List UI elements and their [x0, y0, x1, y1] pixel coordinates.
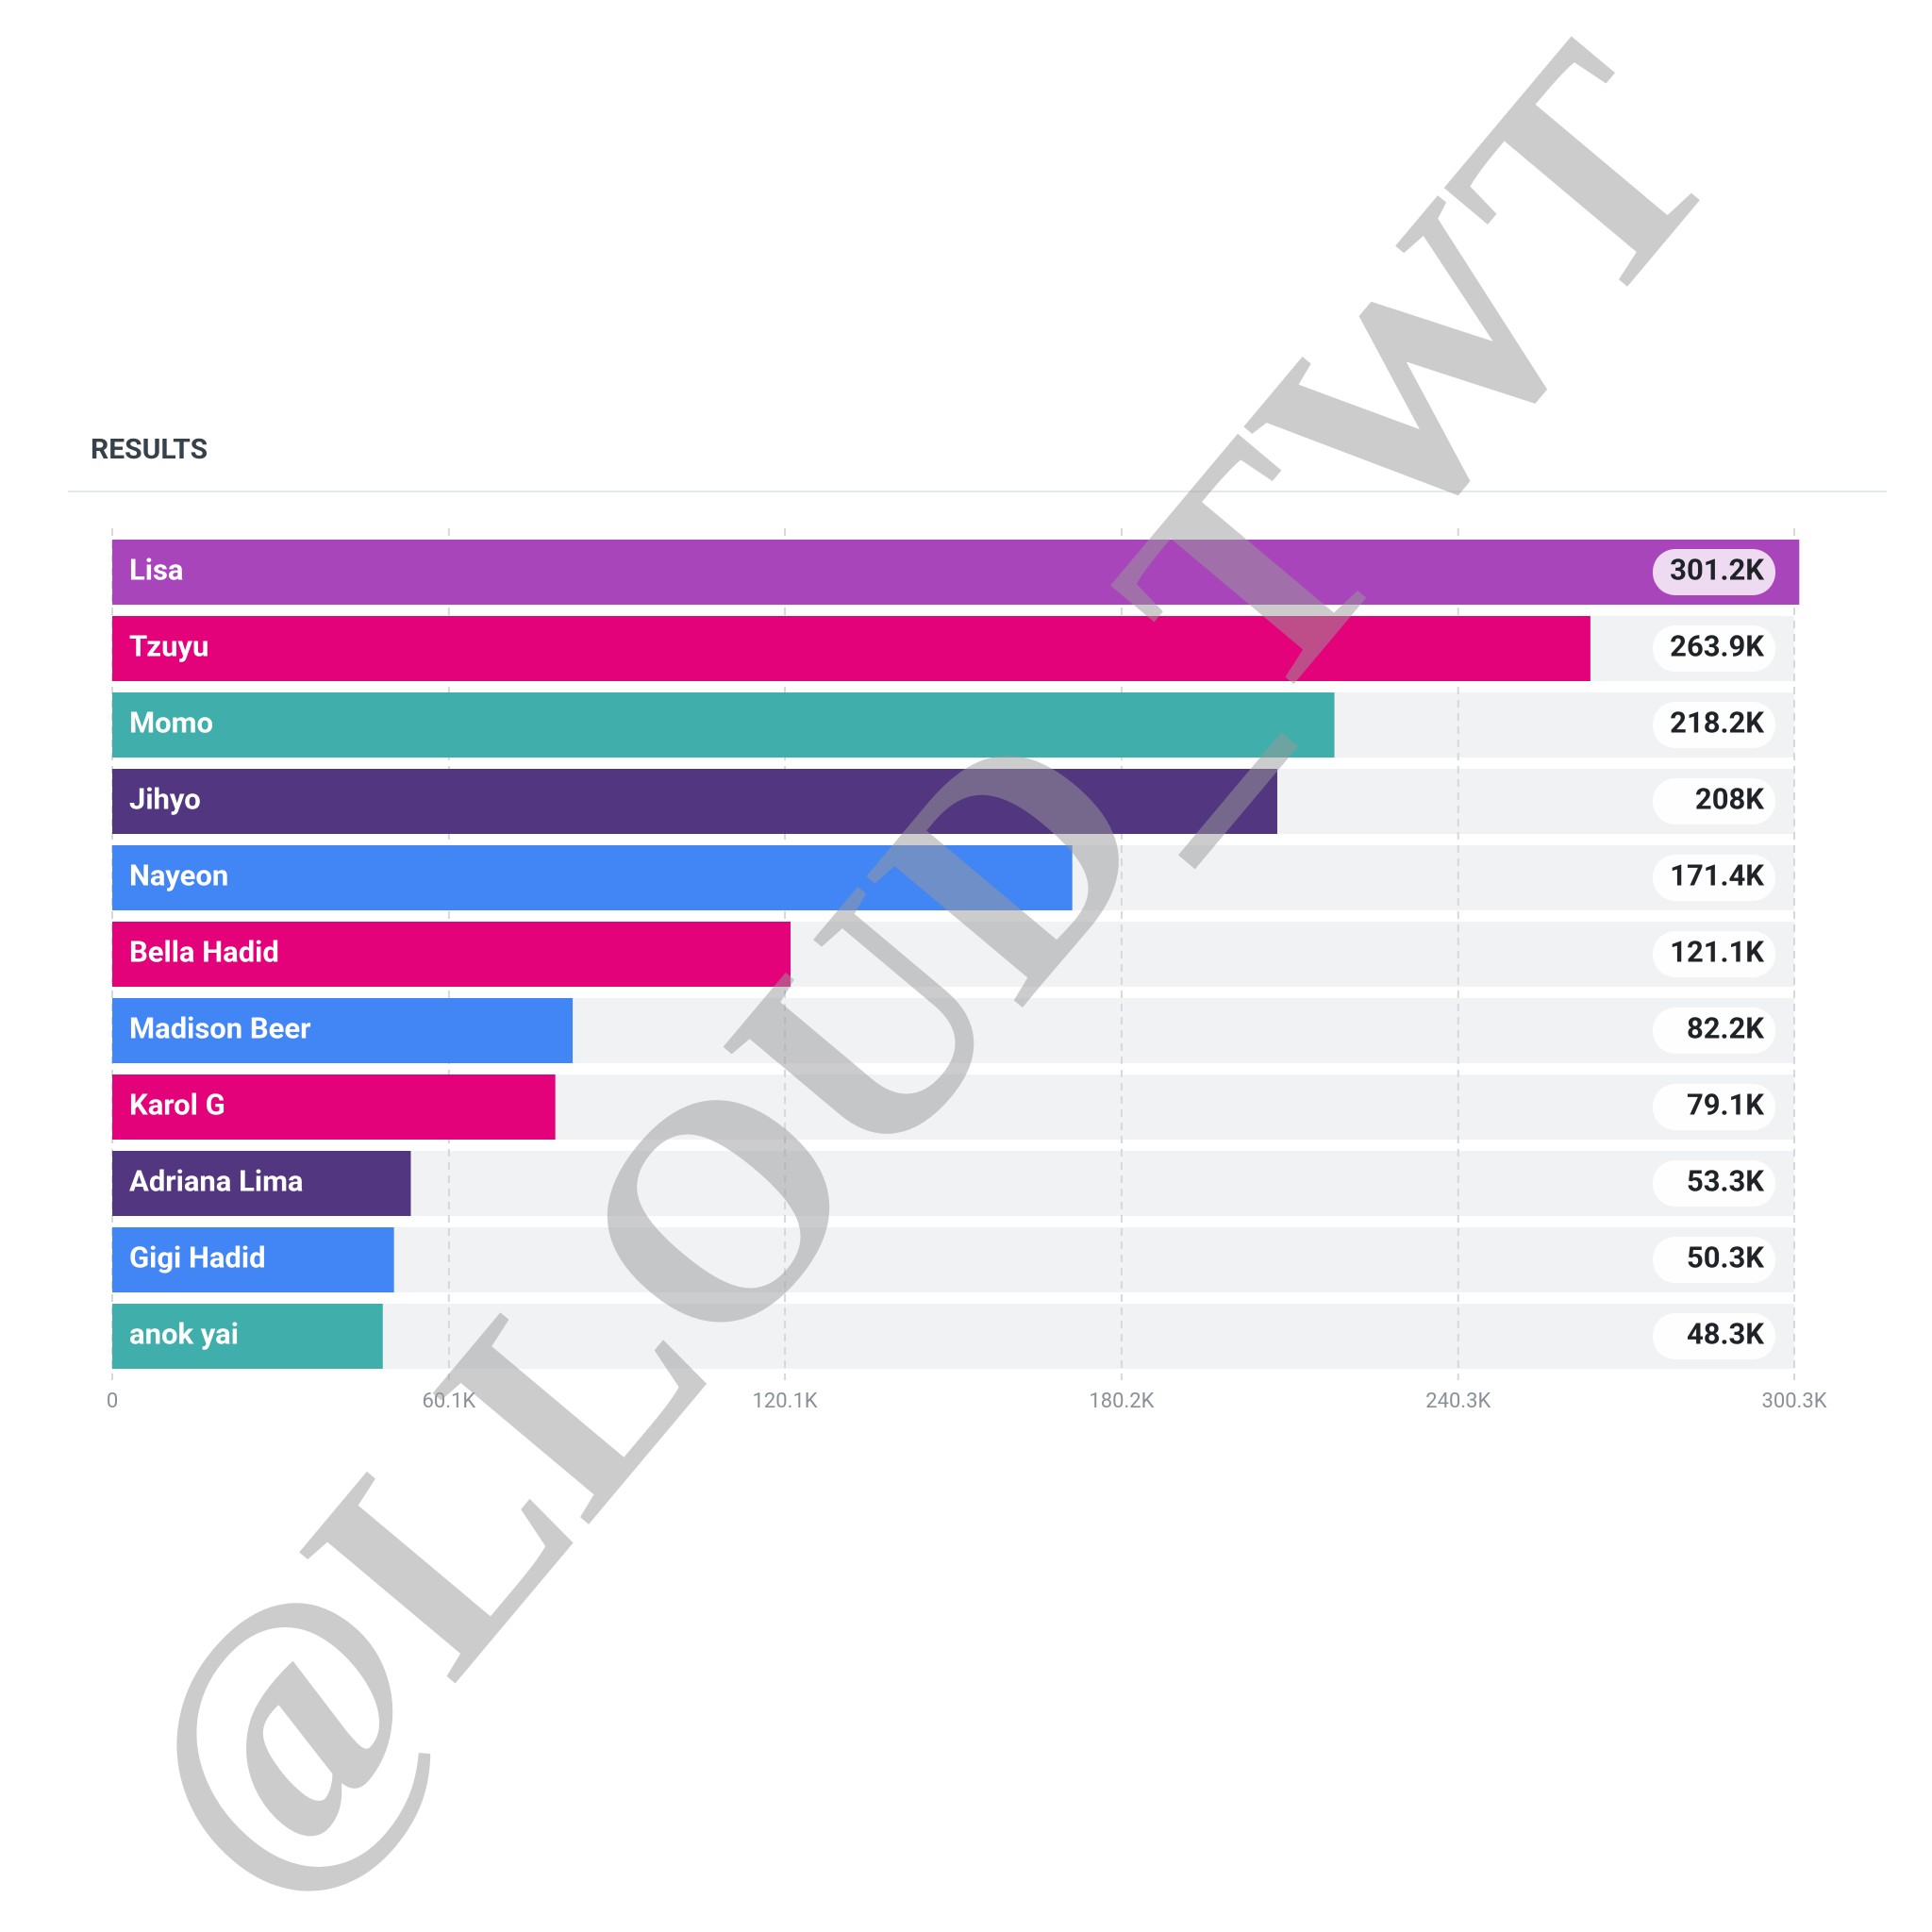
value-label: 82.2K	[1687, 1011, 1764, 1046]
bar-label: Adriana Lima	[129, 1164, 304, 1199]
value-label: 121.1K	[1670, 935, 1764, 970]
bar-label: Tzuyu	[129, 629, 208, 664]
bar	[112, 769, 1277, 834]
value-label: 171.4K	[1670, 858, 1764, 893]
value-label: 208K	[1695, 782, 1764, 817]
value-pill	[1653, 1313, 1775, 1359]
bar-label: Lisa	[129, 553, 184, 588]
bar	[112, 540, 1800, 605]
value-pill	[1653, 702, 1775, 748]
bar	[112, 1151, 411, 1216]
bar-label: Jihyo	[129, 782, 201, 817]
x-tick-label: 60.1K	[422, 1390, 475, 1413]
x-tick-label: 0	[107, 1390, 118, 1413]
value-label: 50.3K	[1687, 1241, 1764, 1275]
bar	[112, 692, 1335, 758]
bar-label: Momo	[129, 706, 213, 741]
value-pill	[1653, 931, 1775, 977]
bar-label: Karol G	[129, 1088, 225, 1123]
value-pill	[1653, 549, 1775, 595]
x-tick-label: 240.3K	[1425, 1390, 1491, 1413]
value-label: 218.2K	[1670, 706, 1764, 741]
bar	[112, 998, 574, 1063]
value-pill	[1653, 1160, 1775, 1207]
value-pill	[1653, 1237, 1775, 1283]
x-tick-label: 120.1K	[753, 1390, 818, 1413]
bar	[112, 922, 791, 987]
bar-label: Gigi Hadid	[129, 1241, 266, 1275]
value-label: 263.9K	[1670, 629, 1764, 664]
chart-title: RESULTS	[91, 433, 208, 466]
value-label: 48.3K	[1687, 1317, 1764, 1352]
value-label: 79.1K	[1687, 1088, 1764, 1123]
bar-label: Madison Beer	[129, 1011, 311, 1046]
value-pill	[1653, 625, 1775, 672]
bar	[112, 616, 1591, 681]
value-label: 53.3K	[1687, 1164, 1764, 1199]
value-pill	[1653, 1084, 1775, 1130]
bar	[112, 845, 1073, 910]
bar	[112, 1304, 383, 1369]
bar	[112, 1227, 394, 1292]
x-tick-label: 180.2K	[1089, 1390, 1154, 1413]
value-pill	[1653, 855, 1775, 901]
bar-label: anok yai	[129, 1317, 239, 1352]
bar-label: Bella Hadid	[129, 935, 279, 970]
value-pill	[1653, 778, 1775, 824]
bar	[112, 1074, 556, 1140]
bar-label: Nayeon	[129, 858, 228, 893]
x-tick-label: 300.3K	[1761, 1390, 1826, 1413]
value-pill	[1653, 1008, 1775, 1054]
row-track	[112, 1304, 1794, 1369]
value-label: 301.2K	[1670, 553, 1764, 588]
